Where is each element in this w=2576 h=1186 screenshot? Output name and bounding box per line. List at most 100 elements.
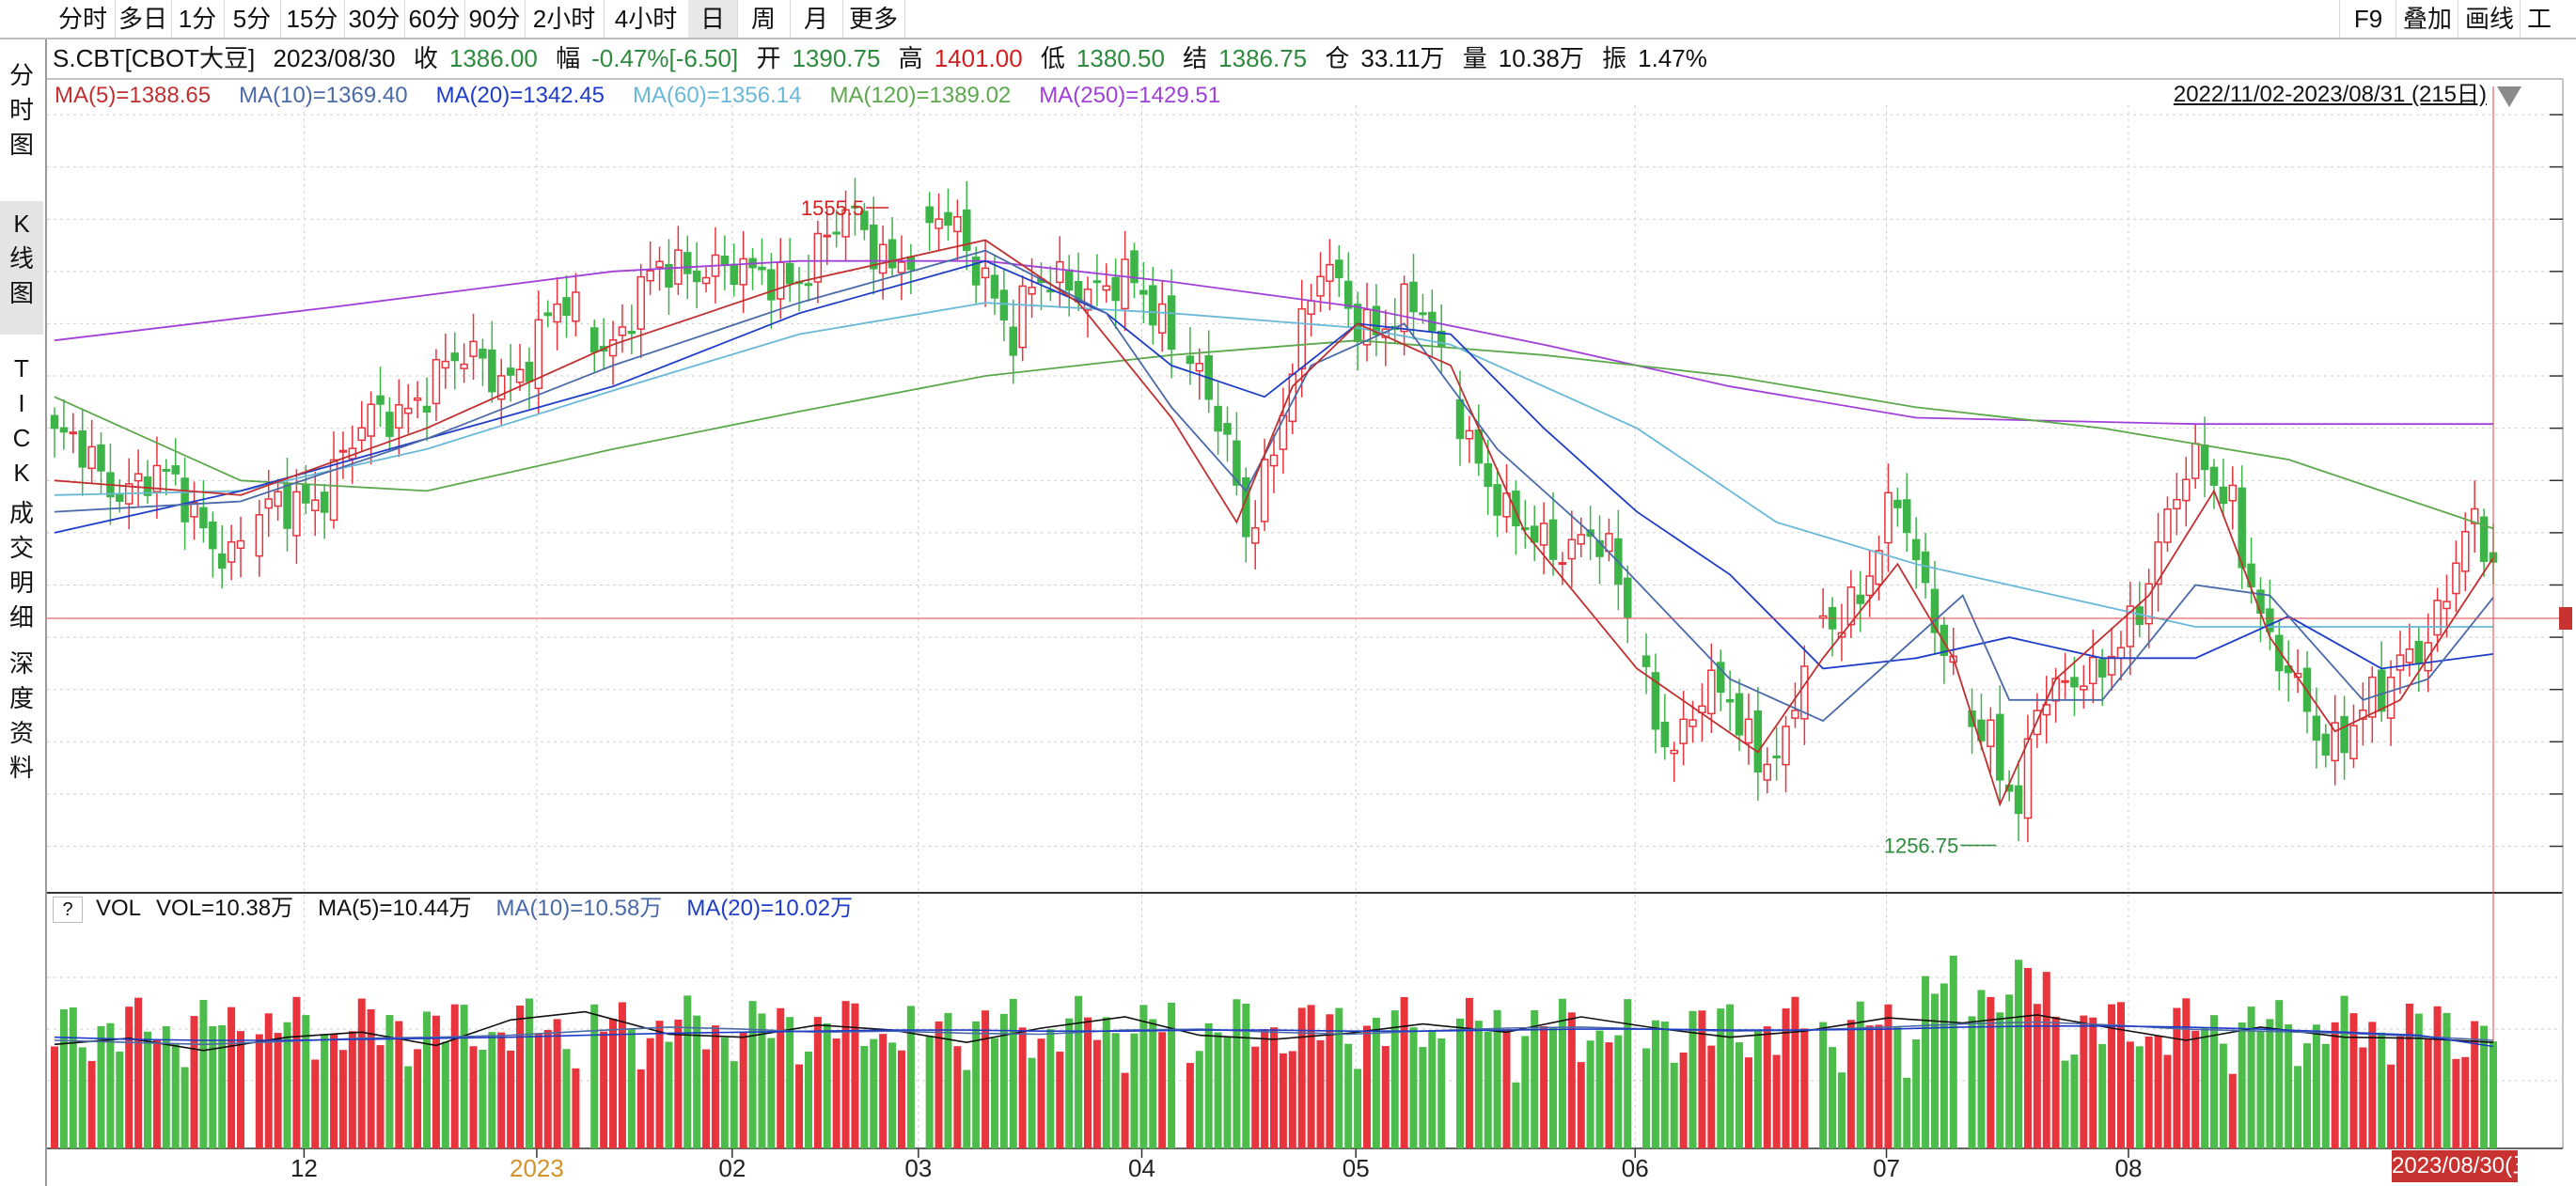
volume-bar: [1922, 975, 1930, 1148]
volume-bar: [636, 1069, 645, 1148]
crosshair-price-marker: [2559, 607, 2572, 631]
volume-bar: [562, 1049, 571, 1148]
x-tick-label: 07: [1873, 1154, 1900, 1182]
volume-bar: [1168, 1002, 1176, 1148]
candle: [441, 360, 450, 369]
candle: [2126, 605, 2135, 648]
vol-ma20-label: MA(20)=10.02万: [686, 896, 854, 921]
candle: [1651, 672, 1660, 730]
range-dropdown-icon[interactable]: [2497, 86, 2521, 107]
candle: [1419, 312, 1427, 316]
candle: [116, 493, 124, 502]
volume-bar: [2023, 968, 2032, 1148]
sidebar-item-3[interactable]: 成交明细: [0, 491, 43, 635]
volume-bar: [1372, 1018, 1380, 1148]
volume-bar: [292, 996, 301, 1148]
volume-bar: [1977, 990, 1986, 1148]
quote-bar: S.CBT[CBOT大豆] 2023/08/30 收 1386.00 幅 -0.47…: [53, 39, 1719, 77]
candle: [432, 358, 441, 405]
ma-legend-item: MA(5)=1388.65: [55, 83, 212, 108]
period-tab-2[interactable]: 1分: [171, 0, 225, 38]
sidebar-char: 交: [8, 534, 34, 562]
volume-bar: [879, 1034, 887, 1148]
help-icon[interactable]: ?: [53, 896, 83, 923]
candle: [878, 243, 887, 274]
period-tab-3[interactable]: 5分: [224, 0, 281, 38]
volume-bar: [1111, 1033, 1120, 1148]
period-tab-12[interactable]: 月: [790, 0, 843, 38]
candle: [469, 340, 478, 357]
sidebar-item-0[interactable]: 分时图: [0, 53, 43, 190]
candle: [479, 349, 487, 359]
volume-bar: [1819, 1022, 1828, 1148]
toolbar-right-button-2[interactable]: 画线: [2458, 0, 2521, 38]
toolbar-right-button-3[interactable]: 工: [2520, 0, 2558, 38]
volume-bar: [534, 1033, 542, 1148]
candle: [1343, 280, 1353, 309]
volume-bar: [711, 1025, 719, 1148]
volume-bar: [823, 1022, 831, 1148]
period-tab-11[interactable]: 周: [737, 0, 791, 38]
volume-bar: [302, 1015, 310, 1148]
candle: [302, 483, 310, 504]
volume-bar: [2247, 1007, 2255, 1148]
volume-bar: [255, 1034, 263, 1148]
volume-bar: [1884, 1004, 1893, 1148]
candle: [1884, 492, 1893, 544]
period-tab-10[interactable]: 日: [688, 0, 738, 38]
volume-bar: [1251, 1046, 1260, 1148]
candle: [50, 414, 59, 429]
crosshair-date-label: 2023/08/30(三): [2392, 1150, 2542, 1182]
candle: [209, 521, 217, 550]
volume-bar: [665, 1041, 673, 1148]
volume-bar: [2266, 1019, 2274, 1148]
sidebar-item-4[interactable]: 深度资料: [0, 641, 43, 786]
settle-label: 结: [1183, 44, 1208, 72]
low-label: 低: [1040, 44, 1065, 72]
candle: [1214, 405, 1222, 432]
candle: [506, 367, 515, 376]
period-tab-13[interactable]: 更多: [842, 0, 905, 38]
volume-bar: [702, 1049, 711, 1148]
volume-bar: [1689, 1010, 1697, 1148]
volume-bar: [338, 1050, 347, 1148]
x-tick-label: 06: [1622, 1154, 1649, 1182]
period-tab-5[interactable]: 30分: [344, 0, 405, 38]
period-tab-0[interactable]: 分时: [51, 0, 116, 38]
volume-bar: [283, 1022, 291, 1148]
period-tab-1[interactable]: 多日: [115, 0, 172, 38]
toolbar-right-button-1[interactable]: 叠加: [2395, 0, 2458, 38]
period-tab-4[interactable]: 15分: [280, 0, 345, 38]
volume-bar: [2061, 1060, 2069, 1148]
candle: [841, 209, 850, 238]
x-tick-label: 02: [718, 1154, 746, 1182]
volume-bar: [739, 1031, 747, 1148]
volume-bar: [171, 1044, 180, 1148]
volume-bar: [2461, 1056, 2470, 1148]
candle: [2051, 678, 2060, 702]
candle: [134, 473, 143, 482]
period-tab-8[interactable]: 2小时: [525, 0, 605, 38]
volume-bar: [1121, 1072, 1129, 1148]
candle: [1735, 693, 1744, 736]
period-tab-6[interactable]: 60分: [404, 0, 465, 38]
period-tab-7[interactable]: 90分: [464, 0, 526, 38]
candle: [1521, 527, 1530, 531]
ma-line: [54, 302, 2493, 628]
volume-bar: [1996, 1012, 2004, 1148]
volume-bar: [209, 1025, 217, 1148]
volume-bar: [2005, 994, 2014, 1148]
candle: [376, 395, 385, 405]
candle: [2089, 656, 2097, 685]
volume-bar: [2452, 1058, 2460, 1148]
candle: [2266, 608, 2274, 632]
volume-bar: [1037, 1038, 1045, 1148]
candle: [2080, 685, 2088, 691]
volume-bar: [1419, 1047, 1427, 1148]
toolbar-right-button-0[interactable]: F9: [2339, 0, 2396, 38]
date-range-label[interactable]: 2022/11/02-2023/08/31 (215日): [2173, 82, 2487, 107]
candle: [730, 263, 739, 286]
